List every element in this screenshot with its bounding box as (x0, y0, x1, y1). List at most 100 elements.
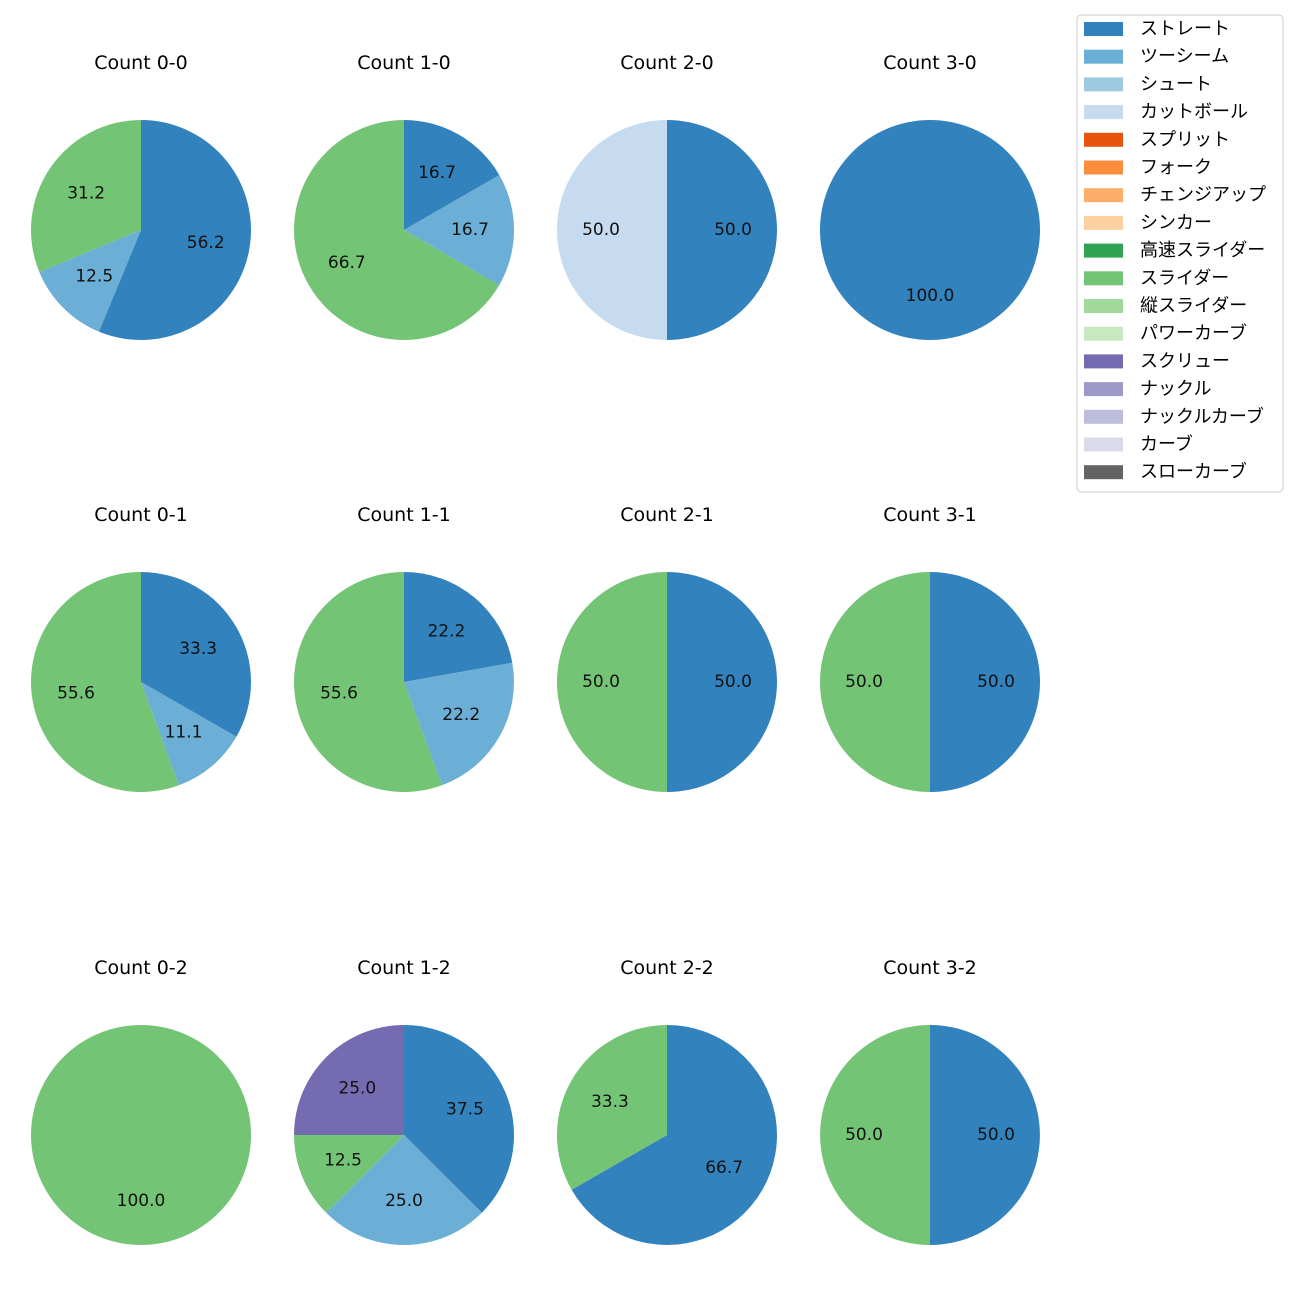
legend-label: ナックルカーブ (1140, 405, 1264, 427)
pie-title: Count 2-2 (620, 957, 714, 979)
legend-label: 高速スライダー (1140, 240, 1265, 261)
legend-label: フォーク (1140, 157, 1212, 178)
slice-label: 55.6 (57, 684, 95, 704)
legend-label: スローカーブ (1140, 461, 1247, 483)
legend-item: スクリュー (1084, 351, 1230, 372)
legend-label: カットボール (1140, 102, 1248, 123)
pie-count-0-0: Count 0-0 56.2 12.5 31.2 (30, 52, 252, 340)
slice-label: 12.5 (324, 1150, 362, 1170)
legend-item: ストレート (1084, 19, 1230, 40)
pie-slice (30, 120, 142, 272)
legend-item: スローカーブ (1084, 461, 1247, 483)
pie-title: Count 2-1 (620, 504, 714, 526)
legend-frame (1076, 14, 1284, 493)
legend-swatch (1084, 22, 1123, 36)
legend-label: スクリュー (1140, 351, 1230, 372)
legend-item: 縦スライダー (1084, 296, 1247, 317)
pie-title: Count 3-1 (883, 504, 977, 526)
legend-item: ツーシーム (1084, 46, 1229, 67)
slice-label: 55.6 (320, 684, 358, 704)
slice-label: 22.2 (427, 621, 465, 641)
pie-title: Count 2-0 (620, 52, 714, 74)
pie-count-2-1: Count 2-1 50.0 50.0 (557, 504, 777, 792)
legend-item: フォーク (1084, 157, 1212, 178)
pie-count-3-2: Count 3-2 50.0 50.0 (820, 957, 1040, 1245)
pie-slice (31, 1025, 251, 1245)
pie-slice (404, 662, 514, 786)
legend-swatch (1084, 77, 1123, 92)
legend-item: ナックル (1084, 379, 1211, 400)
pies-group: Count 0-0 56.2 12.5 31.2 Count 1-0 16.7 16.7 66… (30, 52, 1040, 1245)
legend-item: 高速スライダー (1084, 240, 1265, 261)
legend-label: シンカー (1140, 212, 1212, 233)
pie-slice (98, 120, 252, 340)
pie-title: Count 0-2 (94, 957, 188, 979)
legend-item: ナックルカーブ (1084, 405, 1264, 427)
slice-label: 56.2 (187, 233, 225, 253)
pie-slice (667, 120, 777, 340)
legend-item: パワーカーブ (1084, 322, 1247, 344)
legend-swatch (1084, 326, 1123, 341)
slice-label: 33.3 (179, 639, 217, 659)
slice-label: 16.7 (418, 163, 456, 183)
legend-label: パワーカーブ (1140, 322, 1247, 344)
slice-label: 50.0 (714, 220, 752, 240)
pie-count-1-2: Count 1-2 37.5 25.0 12.5 25.0 (294, 957, 514, 1245)
legend-item: カットボール (1084, 102, 1248, 123)
slice-label: 50.0 (714, 672, 752, 692)
pie-count-1-0: Count 1-0 16.7 16.7 66.7 (294, 52, 514, 340)
legend-swatch (1084, 132, 1123, 147)
pie-count-3-1: Count 3-1 50.0 50.0 (820, 504, 1040, 792)
slice-label: 66.7 (328, 253, 366, 273)
pie-slice (930, 1025, 1040, 1245)
pie-slice (294, 120, 500, 340)
pie-slice (141, 572, 251, 737)
pie-slice (294, 1135, 404, 1213)
legend-item: シュート (1084, 74, 1212, 95)
slice-label: 50.0 (977, 1125, 1015, 1145)
legend-swatch (1084, 409, 1123, 424)
pie-slice (404, 175, 514, 286)
pie-slice (326, 1135, 482, 1245)
pie-slice (557, 120, 667, 340)
legend-label: ストレート (1140, 19, 1230, 40)
pie-slice (820, 120, 1040, 340)
pie-slice (930, 572, 1040, 792)
slice-label: 11.1 (165, 722, 203, 742)
slice-label: 50.0 (845, 672, 883, 692)
pie-count-2-0: Count 2-0 50.0 50.0 (557, 52, 777, 340)
pie-slice (667, 572, 777, 792)
slice-label: 25.0 (338, 1078, 376, 1098)
legend-label: ツーシーム (1140, 46, 1229, 67)
slice-label: 31.2 (67, 183, 105, 203)
pie-count-0-2: Count 0-2 100.0 (31, 957, 251, 1245)
slice-label: 50.0 (582, 220, 620, 240)
pie-slice (820, 572, 930, 792)
legend-label: スプリット (1140, 129, 1230, 150)
pie-title: Count 1-0 (357, 52, 451, 74)
pie-slice (39, 230, 141, 332)
legend-swatch (1084, 382, 1123, 397)
legend-label: スライダー (1140, 268, 1229, 289)
pie-slice (404, 572, 513, 682)
legend-label: カーブ (1140, 433, 1193, 455)
legend-items: ストレートツーシームシュートカットボールスプリットフォークチェンジアップシンカー… (1084, 19, 1266, 483)
slice-label: 25.0 (385, 1191, 423, 1211)
slice-label: 50.0 (582, 672, 620, 692)
legend-swatch (1084, 49, 1123, 64)
legend-item: シンカー (1084, 212, 1212, 233)
pie-title: Count 1-2 (357, 957, 451, 979)
legend-swatch (1084, 215, 1123, 230)
pie-title: Count 0-0 (94, 52, 188, 74)
pie-slice (31, 572, 179, 792)
pie-slice (571, 1025, 777, 1245)
pie-title: Count 3-2 (883, 957, 977, 979)
pie-title: Count 0-1 (94, 504, 188, 526)
legend-label: チェンジアップ (1140, 185, 1266, 206)
legend-swatch (1084, 160, 1123, 175)
legend-swatch (1084, 105, 1123, 120)
legend-swatch (1084, 465, 1123, 480)
pie-slice (141, 682, 237, 786)
legend-swatch (1084, 299, 1123, 313)
slice-label: 50.0 (845, 1125, 883, 1145)
